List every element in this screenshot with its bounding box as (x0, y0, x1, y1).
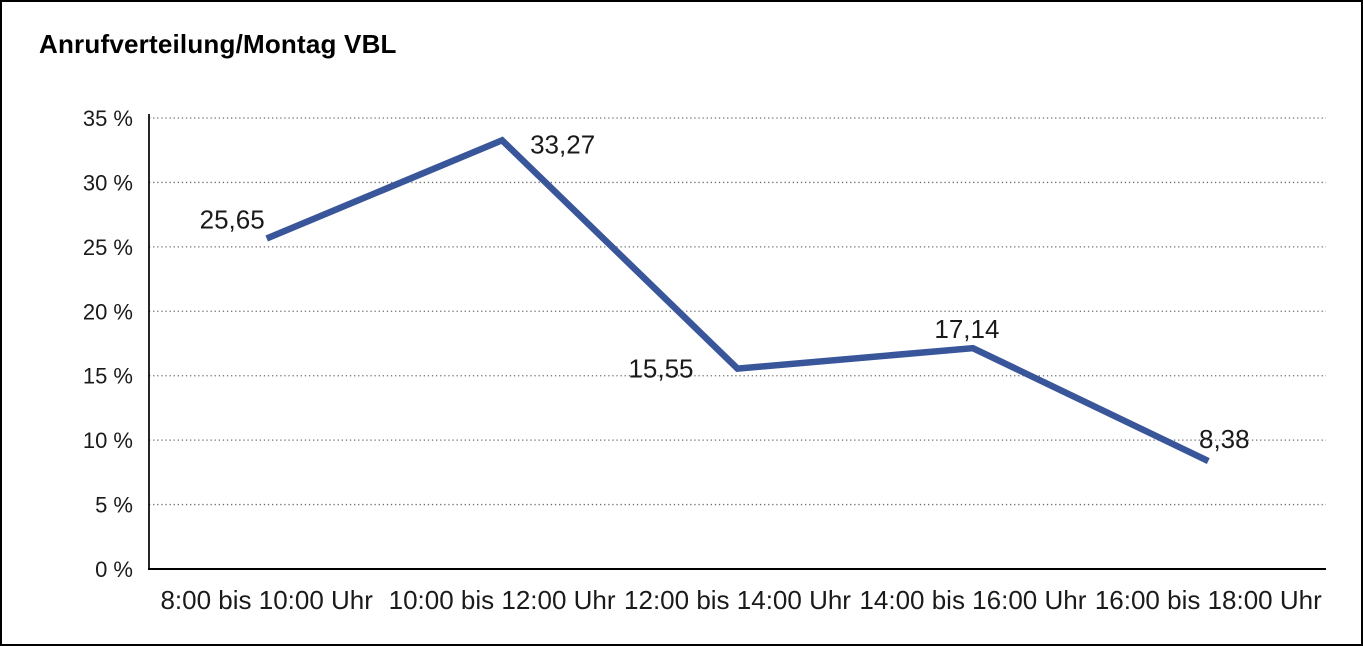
data-point-label: 25,65 (200, 204, 265, 234)
y-axis-tick-label: 15 % (83, 364, 133, 389)
y-axis-tick-label: 10 % (83, 428, 133, 453)
data-series-line (265, 136, 1210, 464)
y-axis-tick-label: 0 % (95, 557, 133, 582)
y-axis-tick-label: 20 % (83, 299, 133, 324)
data-point-label: 8,38 (1199, 424, 1250, 454)
x-axis-category-label: 14:00 bis 16:00 Uhr (859, 585, 1086, 615)
y-axis-tick-label: 35 % (83, 106, 133, 131)
x-axis-category-label: 8:00 bis 10:00 Uhr (160, 585, 373, 615)
y-axis-tick-label: 25 % (83, 235, 133, 260)
chart-title: Anrufverteilung/Montag VBL (39, 29, 397, 59)
data-point-label: 15,55 (628, 354, 693, 384)
y-axis-tick-label: 30 % (83, 170, 133, 195)
x-axis-category-label: 10:00 bis 12:00 Uhr (389, 585, 616, 615)
y-axis-tick-label: 5 % (95, 493, 133, 518)
data-point-label: 33,27 (530, 129, 595, 159)
x-axis-category-label: 16:00 bis 18:00 Uhr (1095, 585, 1322, 615)
data-point-label: 17,14 (934, 314, 999, 344)
x-axis-category-label: 12:00 bis 14:00 Uhr (624, 585, 851, 615)
